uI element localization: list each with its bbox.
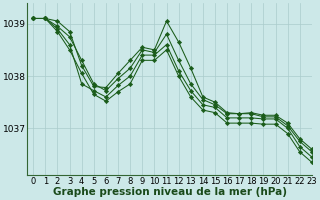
X-axis label: Graphe pression niveau de la mer (hPa): Graphe pression niveau de la mer (hPa) bbox=[52, 187, 286, 197]
